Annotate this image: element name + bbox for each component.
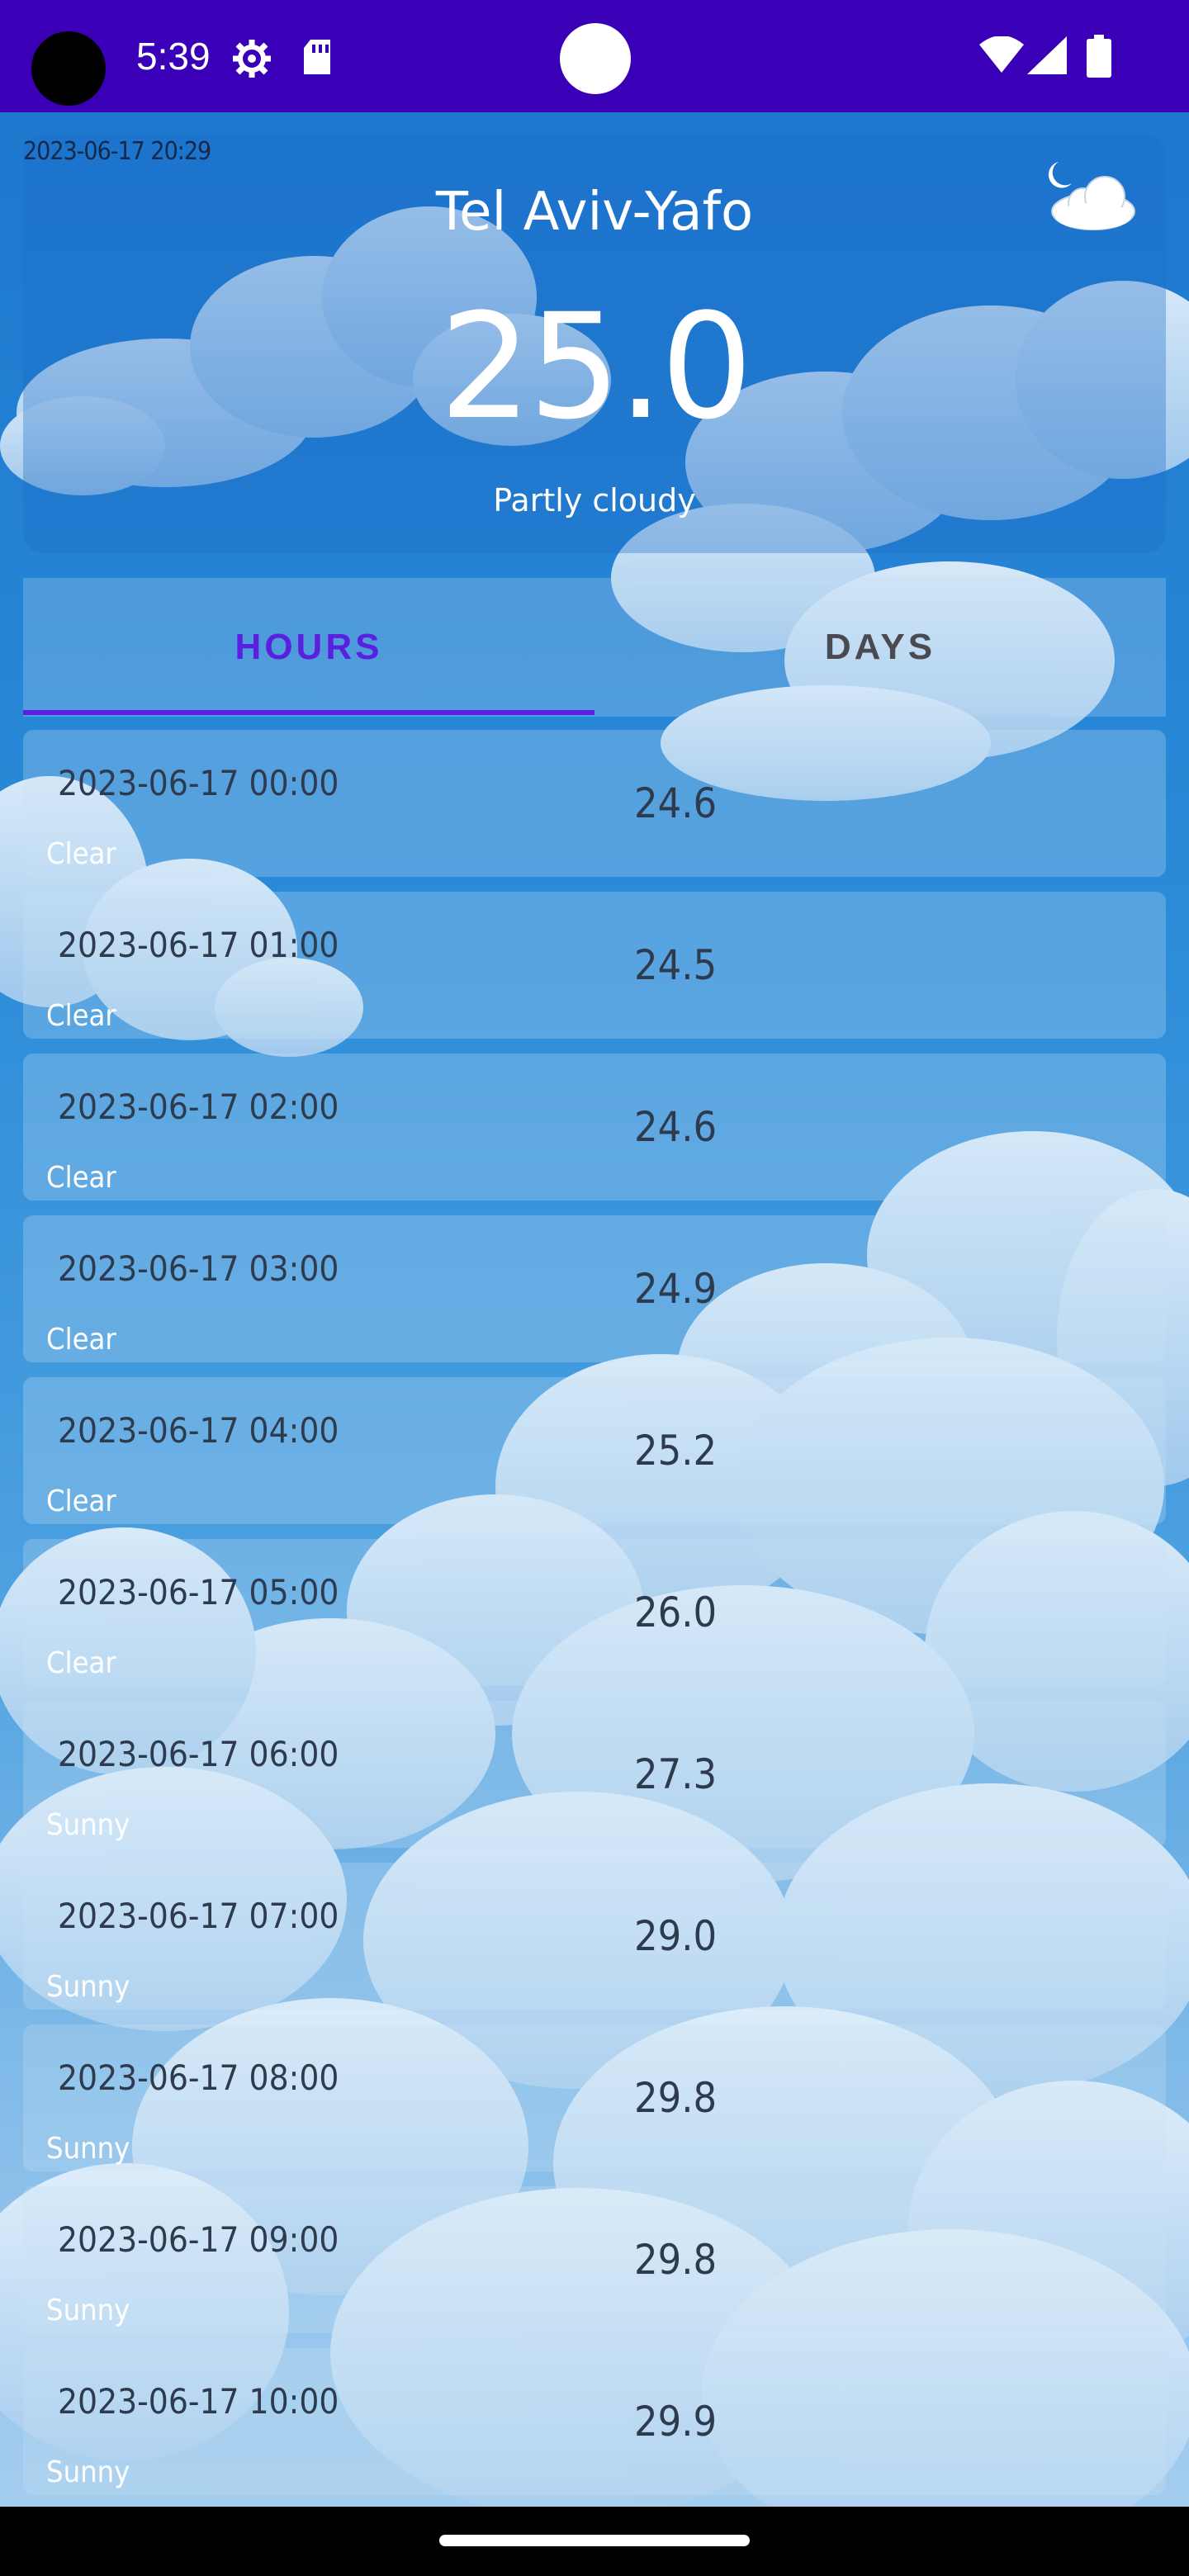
hour-condition: Clear — [46, 837, 116, 871]
tab-hours[interactable]: HOURS — [234, 627, 383, 667]
tab-selected-indicator — [23, 710, 594, 715]
sd-card-icon — [301, 38, 334, 81]
status-time: 5:39 — [136, 35, 211, 78]
current-weather-card — [23, 135, 1166, 553]
home-gesture-handle[interactable] — [439, 2535, 750, 2546]
hour-temperature: 24.9 — [634, 1265, 718, 1313]
hour-condition: Sunny — [46, 1970, 130, 2004]
hourly-forecast-list[interactable]: 2023-06-17 00:00 24.6 Clear 2023-06-17 01:0… — [23, 730, 1166, 2510]
hour-time: 2023-06-17 02:00 — [58, 1087, 339, 1127]
hour-temperature: 29.8 — [634, 2074, 718, 2122]
hour-condition: Sunny — [46, 2294, 130, 2327]
current-condition: Partly cloudy — [493, 482, 696, 519]
hour-condition: Sunny — [46, 2455, 130, 2489]
updated-time: 2023-06-17 20:29 — [23, 137, 211, 166]
navigation-bar — [0, 2507, 1189, 2576]
hour-temperature: 29.8 — [634, 2236, 718, 2284]
hour-time: 2023-06-17 10:00 — [58, 2381, 339, 2422]
signal-icon — [1027, 36, 1067, 78]
hour-time: 2023-06-17 01:00 — [58, 925, 339, 965]
hour-time: 2023-06-17 04:00 — [58, 1410, 339, 1451]
hour-condition: Clear — [46, 1646, 116, 1680]
gear-icon — [231, 38, 272, 83]
hour-temperature: 24.5 — [634, 941, 718, 989]
partly-cloudy-night-icon — [1044, 157, 1143, 243]
hour-time: 2023-06-17 09:00 — [58, 2219, 339, 2260]
front-camera-dot — [560, 23, 631, 94]
hour-condition: Sunny — [46, 1808, 130, 1842]
hour-row[interactable]: 2023-06-17 04:00 25.2 Clear — [23, 1377, 1166, 1524]
city-name: Tel Aviv-Yafo — [435, 182, 754, 243]
hour-time: 2023-06-17 05:00 — [58, 1572, 339, 1612]
hour-time: 2023-06-17 07:00 — [58, 1896, 339, 1936]
hour-condition: Clear — [46, 1485, 116, 1518]
hour-row[interactable]: 2023-06-17 03:00 24.9 Clear — [23, 1215, 1166, 1362]
hour-temperature: 25.2 — [634, 1427, 718, 1475]
hour-time: 2023-06-17 08:00 — [58, 2057, 339, 2098]
hour-temperature: 24.6 — [634, 1103, 718, 1151]
hour-row[interactable]: 2023-06-17 02:00 24.6 Clear — [23, 1054, 1166, 1200]
hour-row[interactable]: 2023-06-17 10:00 29.9 Sunny — [23, 2348, 1166, 2495]
wifi-icon — [979, 36, 1024, 78]
hour-row[interactable]: 2023-06-17 05:00 26.0 Clear — [23, 1539, 1166, 1686]
hour-time: 2023-06-17 00:00 — [58, 763, 339, 803]
hour-temperature: 26.0 — [634, 1589, 718, 1636]
camera-cutout — [31, 31, 106, 106]
hour-time: 2023-06-17 06:00 — [58, 1734, 339, 1774]
hour-row[interactable]: 2023-06-17 00:00 24.6 Clear — [23, 730, 1166, 877]
hour-temperature: 27.3 — [634, 1750, 718, 1798]
hour-temperature: 29.9 — [634, 2398, 718, 2446]
hour-row[interactable]: 2023-06-17 07:00 29.0 Sunny — [23, 1863, 1166, 2010]
tab-days[interactable]: DAYS — [824, 627, 936, 667]
hour-row[interactable]: 2023-06-17 08:00 29.8 Sunny — [23, 2024, 1166, 2171]
hour-row[interactable]: 2023-06-17 09:00 29.8 Sunny — [23, 2186, 1166, 2333]
hour-temperature: 24.6 — [634, 779, 718, 827]
hour-time: 2023-06-17 03:00 — [58, 1248, 339, 1289]
hour-row[interactable]: 2023-06-17 01:00 24.5 Clear — [23, 892, 1166, 1039]
status-bar: 5:39 — [0, 0, 1189, 112]
hour-condition: Sunny — [46, 2132, 130, 2166]
current-temperature: 25.0 — [439, 282, 753, 452]
tab-bar — [23, 578, 1166, 717]
hour-temperature: 29.0 — [634, 1912, 718, 1960]
hour-condition: Clear — [46, 1161, 116, 1195]
hour-row[interactable]: 2023-06-17 06:00 27.3 Sunny — [23, 1701, 1166, 1848]
hour-condition: Clear — [46, 1323, 116, 1357]
battery-icon — [1087, 35, 1111, 81]
hour-condition: Clear — [46, 999, 116, 1033]
